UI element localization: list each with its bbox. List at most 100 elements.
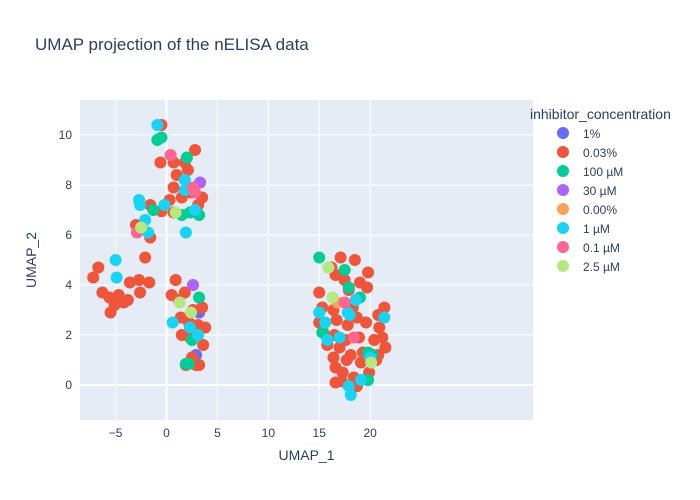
legend-item[interactable]: 2.5 µM — [557, 260, 620, 274]
data-point — [180, 151, 193, 164]
legend-label: 2.5 µM — [583, 260, 620, 274]
legend[interactable]: 1% 0.03% 100 µM 30 µM 0.00% 1 µM 0.1 µM 2.5 µM — [557, 127, 623, 274]
data-point — [133, 274, 146, 286]
data-point — [338, 264, 351, 276]
data-point — [109, 254, 122, 266]
legend-marker — [557, 260, 569, 272]
data-point — [167, 181, 180, 194]
legend-label: 0.1 µM — [583, 241, 620, 255]
data-point — [338, 296, 351, 309]
data-point — [104, 306, 117, 319]
data-point — [189, 186, 202, 199]
data-point — [341, 319, 354, 331]
x-axis-title: UMAP_1 — [278, 447, 334, 463]
y-tick-label: 10 — [59, 128, 73, 142]
legend-item[interactable]: 30 µM — [557, 184, 617, 198]
legend-label: 100 µM — [583, 165, 623, 179]
data-point — [373, 321, 386, 334]
data-point — [342, 281, 355, 294]
legend-item[interactable]: 0.03% — [557, 146, 617, 160]
legend-item[interactable]: 0.00% — [557, 203, 617, 217]
data-point — [343, 309, 356, 321]
data-point — [313, 286, 326, 299]
x-tick-label: 15 — [313, 426, 327, 440]
data-point — [327, 351, 340, 364]
x-tick-label: 20 — [363, 426, 377, 440]
data-point — [123, 276, 136, 289]
data-point — [169, 274, 182, 286]
data-point — [186, 279, 199, 291]
data-point — [117, 296, 130, 309]
data-point — [151, 119, 164, 131]
data-point — [197, 339, 210, 351]
data-point — [379, 341, 392, 354]
data-point — [147, 204, 160, 216]
data-point — [155, 131, 168, 144]
data-point — [365, 356, 378, 369]
legend-marker — [557, 222, 569, 234]
data-point — [321, 334, 334, 346]
legend-label: 30 µM — [583, 184, 617, 198]
data-point — [179, 226, 192, 239]
data-point — [199, 321, 212, 334]
data-point — [348, 254, 361, 266]
legend-item[interactable]: 1% — [557, 127, 601, 141]
legend-marker — [557, 165, 569, 177]
y-tick-label: 2 — [65, 328, 72, 342]
data-point — [354, 374, 367, 386]
data-point — [354, 356, 367, 369]
data-point — [92, 261, 105, 274]
legend-item[interactable]: 0.1 µM — [557, 241, 620, 255]
legend-label: 0.00% — [583, 203, 617, 217]
axis-ticks: −5 0 5 10 15 20 0 2 4 6 8 10 — [59, 128, 377, 440]
legend-item[interactable]: 1 µM — [557, 222, 610, 236]
data-point — [189, 204, 202, 216]
data-point — [313, 306, 326, 319]
data-point — [158, 199, 171, 211]
data-point — [362, 266, 375, 279]
data-point — [178, 286, 191, 299]
data-point — [378, 301, 391, 314]
x-tick-label: 5 — [214, 426, 221, 440]
data-point — [313, 251, 326, 264]
data-point — [336, 366, 349, 379]
data-point — [184, 306, 197, 319]
data-point — [183, 321, 196, 334]
data-point — [361, 281, 374, 294]
y-tick-label: 8 — [65, 178, 72, 192]
data-point — [344, 389, 357, 401]
legend-marker — [557, 203, 569, 215]
data-point — [139, 251, 152, 264]
data-point — [110, 271, 123, 284]
data-point — [87, 271, 100, 284]
data-point — [173, 296, 186, 309]
data-point — [378, 311, 391, 324]
data-point — [134, 286, 147, 299]
x-tick-label: 10 — [262, 426, 276, 440]
data-point — [192, 329, 205, 341]
data-point — [178, 174, 191, 186]
data-point — [154, 156, 167, 169]
y-axis-title: UMAP_2 — [23, 232, 39, 288]
data-point — [340, 354, 353, 366]
data-point — [376, 331, 389, 344]
plot-background — [80, 100, 533, 420]
legend-marker — [557, 146, 569, 158]
data-point — [334, 251, 347, 264]
legend-marker — [557, 184, 569, 196]
data-point — [169, 206, 182, 219]
chart-title: UMAP projection of the nELISA data — [35, 35, 309, 54]
data-point — [182, 357, 195, 370]
data-point — [333, 331, 346, 344]
data-point — [330, 314, 343, 326]
data-point — [189, 144, 202, 156]
y-tick-label: 0 — [65, 378, 72, 392]
legend-title: inhibitor_concentration — [530, 106, 671, 122]
legend-item[interactable]: 100 µM — [557, 165, 623, 179]
data-point — [143, 276, 156, 289]
data-point — [196, 301, 209, 314]
data-point — [360, 316, 373, 329]
grid-lines — [80, 100, 533, 420]
legend-label: 1% — [583, 127, 601, 141]
